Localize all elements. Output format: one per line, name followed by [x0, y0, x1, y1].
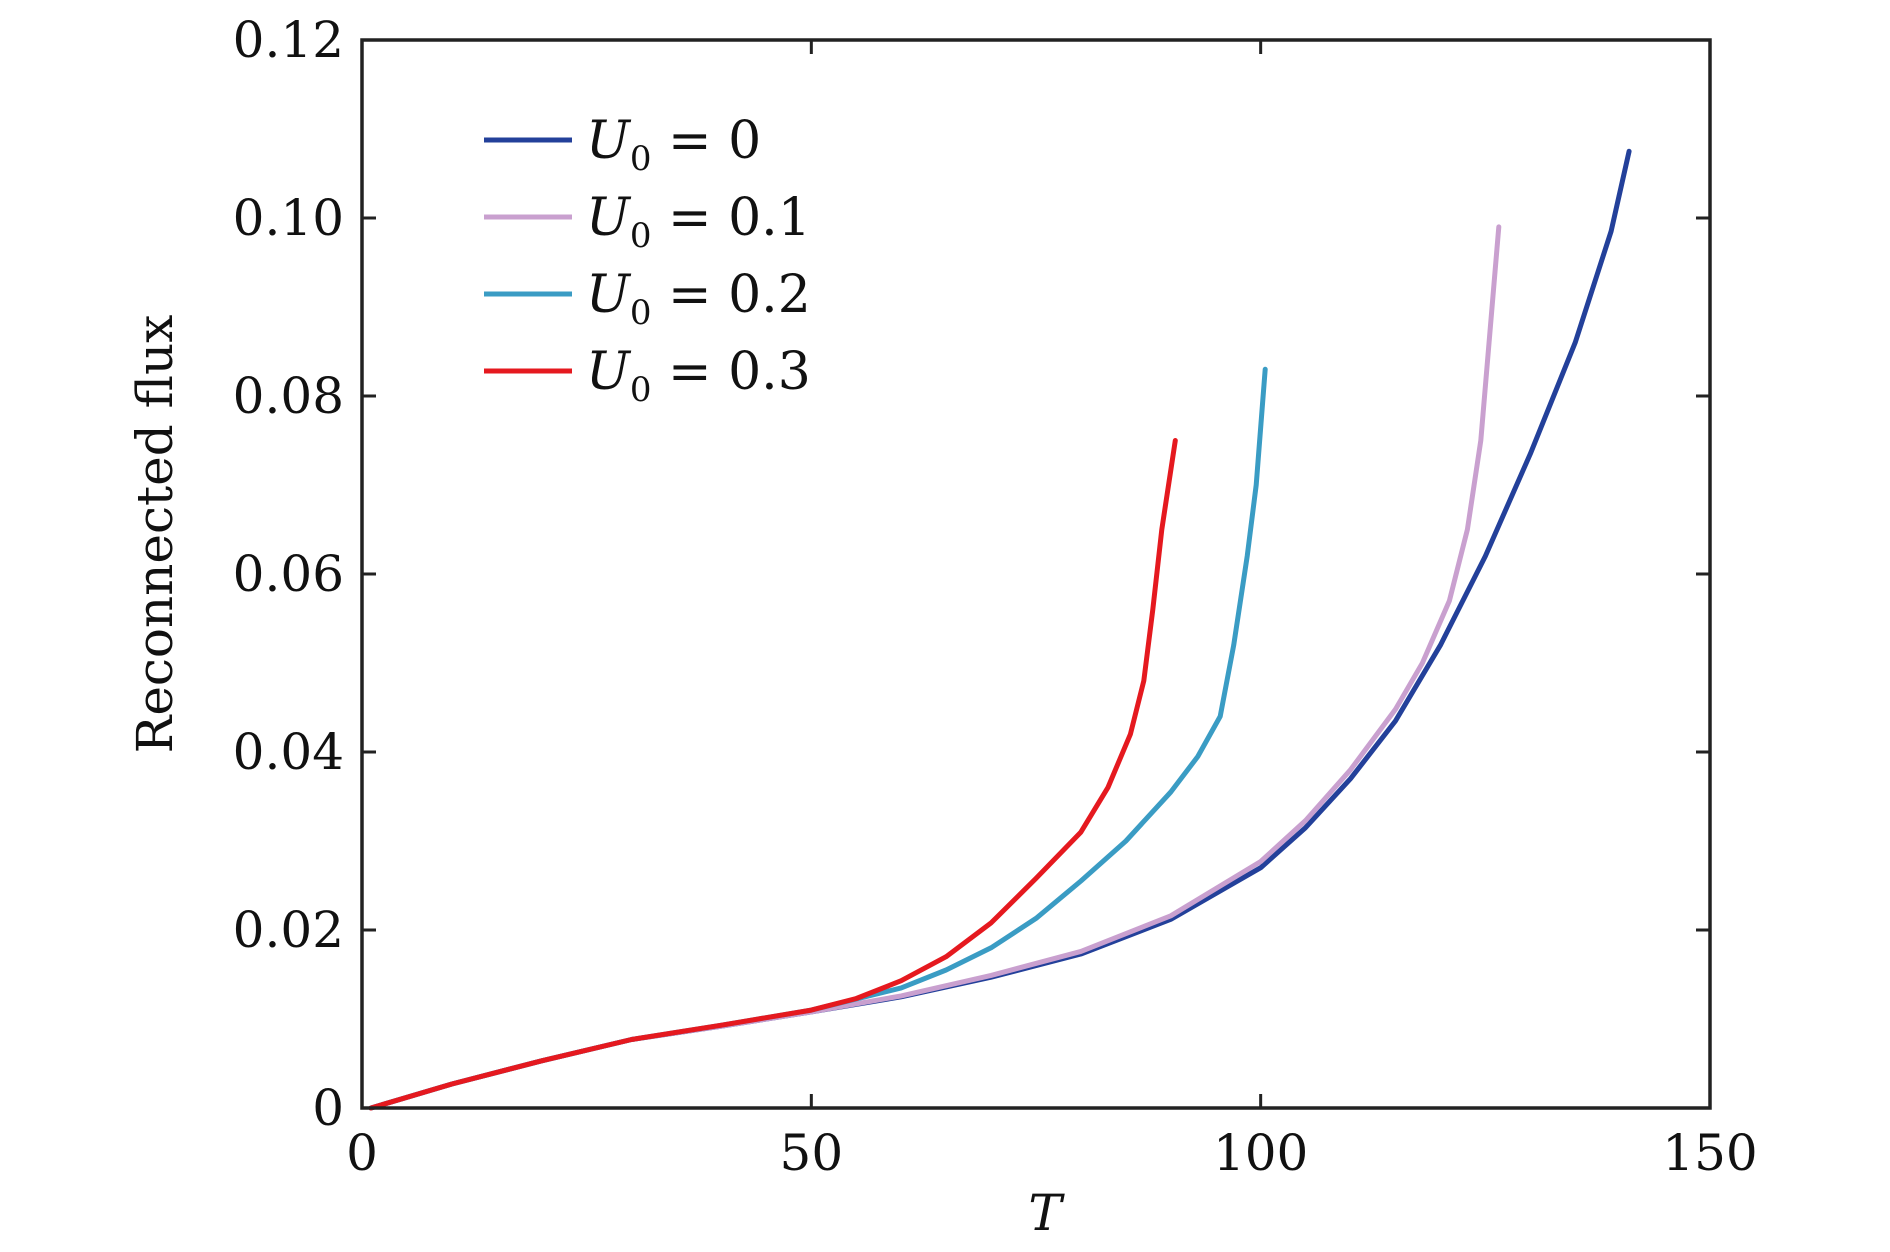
y-tick-label-3: 0.06 [233, 545, 344, 603]
y-tick-label-5: 0.10 [233, 189, 344, 247]
legend-label-1: U0 = 0.1 [586, 188, 811, 256]
y-axis-label: Reconnected flux [126, 315, 184, 754]
plot-area [368, 148, 1632, 1111]
y-tick-label-6: 0.12 [233, 11, 344, 69]
legend-label-0: U0 = 0 [586, 111, 761, 179]
y-tick-label-0: 0 [312, 1079, 344, 1137]
y-tick-label-1: 0.02 [233, 901, 344, 959]
plot-frame [360, 38, 1712, 1110]
x-axis-label: T [1028, 1184, 1065, 1242]
x-tick-label-2: 100 [1213, 1124, 1308, 1182]
x-tick-label-3: 150 [1662, 1124, 1757, 1182]
y-tick-label-4: 0.08 [233, 367, 344, 425]
legend-label-2: U0 = 0.2 [586, 265, 811, 333]
legend: U0 = 0 U0 = 0.1 U0 = 0.2 U0 = 0.3 [484, 111, 811, 410]
y-tick-label-2: 0.04 [233, 723, 344, 781]
x-tick-label-0: 0 [346, 1124, 378, 1182]
legend-label-3: U0 = 0.3 [586, 342, 811, 410]
x-tick-label-1: 50 [780, 1124, 844, 1182]
axes: 0 50 100 150 0 0.02 0.04 0.06 0.08 0.10 0.12 [233, 11, 1758, 1182]
series-line-3 [368, 438, 1178, 1111]
